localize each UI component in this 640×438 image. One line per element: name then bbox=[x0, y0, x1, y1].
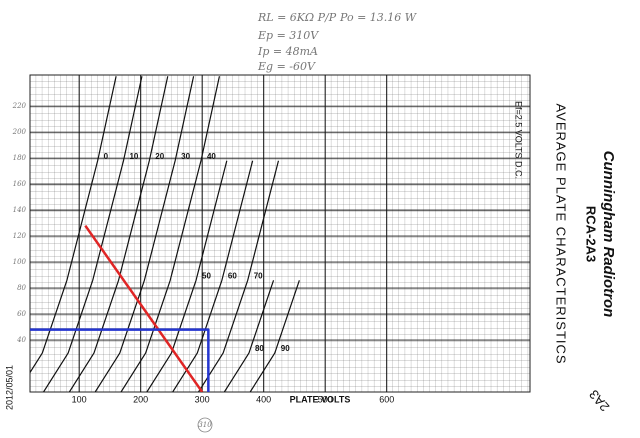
y-tick-label: 60 bbox=[17, 310, 26, 318]
y-tick-label: 220 bbox=[12, 102, 27, 110]
curve-label: 0 bbox=[104, 152, 109, 161]
curve-label: 10 bbox=[129, 152, 138, 161]
curve-label: 80 bbox=[255, 344, 264, 353]
plate-curve bbox=[68, 76, 169, 392]
y-tick-label: 80 bbox=[17, 284, 26, 292]
note-circle bbox=[197, 417, 213, 433]
x-tick-label: 500 bbox=[318, 394, 333, 404]
plate-curve bbox=[172, 160, 254, 392]
plate-curve bbox=[249, 280, 300, 392]
curve-label: 30 bbox=[181, 152, 190, 161]
plate-curve bbox=[30, 76, 117, 374]
y-tick-label: 200 bbox=[12, 128, 27, 136]
curve-label: 90 bbox=[281, 344, 290, 353]
y-tick-label: 180 bbox=[13, 154, 27, 162]
curve-label: 70 bbox=[254, 271, 263, 280]
load-line bbox=[84, 224, 204, 392]
curve-label: 20 bbox=[155, 152, 164, 161]
y-tick-label: 120 bbox=[13, 232, 27, 240]
note: Eg = -60V bbox=[257, 60, 316, 73]
chart-title: AVERAGE PLATE CHARACTERISTICS bbox=[554, 103, 569, 364]
filament-note: Ef=2.5 VOLTS D.C. bbox=[514, 101, 524, 179]
curve-label: 40 bbox=[207, 152, 216, 161]
y-tick-label: 160 bbox=[13, 180, 27, 188]
plate-curve bbox=[94, 76, 195, 392]
corner-label: 2A3 bbox=[586, 387, 612, 414]
note: RL = 6KΩ P/P bbox=[257, 11, 337, 24]
plate-curve bbox=[223, 280, 275, 392]
y-tick-label: 40 bbox=[16, 336, 26, 344]
x-tick-label: 300 bbox=[195, 394, 210, 404]
load-line bbox=[30, 328, 210, 392]
curve-label: 60 bbox=[228, 271, 237, 280]
note: Ip = 48mA bbox=[257, 45, 318, 58]
x-tick-label: 100 bbox=[72, 394, 87, 404]
x-axis-label: PLATE VOLTS bbox=[290, 394, 351, 404]
x-tick-label: 600 bbox=[379, 394, 394, 404]
chart-subtitle: RCA-2A3 bbox=[584, 206, 599, 262]
plate-curve bbox=[120, 76, 221, 392]
date-stamp: 2012/05/01 bbox=[4, 365, 14, 410]
note: Ep = 310V bbox=[257, 29, 319, 42]
x-tick-label: 400 bbox=[256, 394, 271, 404]
brand: Cunningham Radiotron bbox=[600, 151, 617, 318]
circled-note: 310 bbox=[198, 421, 212, 429]
x-tick-label: 200 bbox=[133, 394, 148, 404]
plate-curve bbox=[146, 160, 228, 392]
y-tick-label: 100 bbox=[13, 258, 27, 266]
y-tick-label: 140 bbox=[13, 206, 27, 214]
note: Po = 13.16 W bbox=[339, 11, 418, 24]
curve-label: 50 bbox=[202, 271, 211, 280]
plate-curve bbox=[43, 76, 143, 392]
plate-curve bbox=[198, 160, 280, 392]
